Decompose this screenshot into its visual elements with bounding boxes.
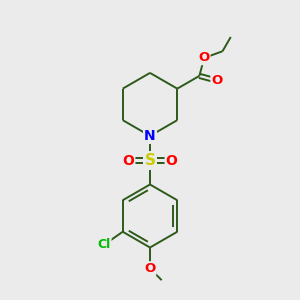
Text: S: S (145, 153, 155, 168)
Text: O: O (199, 51, 210, 64)
Text: N: N (144, 129, 156, 143)
Text: N: N (144, 129, 156, 143)
Text: O: O (166, 154, 178, 167)
Text: O: O (144, 262, 156, 275)
Text: O: O (122, 154, 134, 167)
Text: Cl: Cl (98, 238, 111, 251)
Text: O: O (211, 74, 222, 87)
